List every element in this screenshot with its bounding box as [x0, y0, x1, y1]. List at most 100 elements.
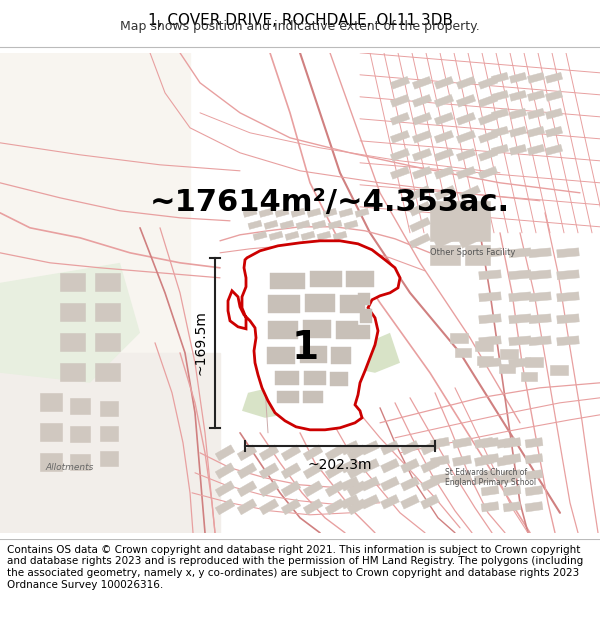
Bar: [291, 208, 305, 217]
Bar: [412, 94, 431, 107]
Bar: [341, 494, 359, 509]
Bar: [40, 422, 62, 441]
Bar: [529, 314, 551, 324]
Bar: [479, 358, 502, 367]
Bar: [303, 320, 331, 338]
Bar: [391, 149, 410, 161]
Bar: [457, 149, 476, 161]
Bar: [481, 438, 499, 448]
Bar: [281, 445, 301, 461]
Text: St Edwards Church of
England Primary School: St Edwards Church of England Primary Sch…: [445, 468, 536, 488]
Bar: [509, 126, 527, 138]
Bar: [215, 445, 235, 461]
Bar: [330, 372, 348, 386]
Bar: [460, 201, 481, 216]
Bar: [70, 454, 90, 470]
Bar: [496, 438, 515, 448]
Bar: [361, 441, 379, 455]
Bar: [430, 245, 460, 265]
Bar: [275, 208, 289, 217]
Bar: [248, 220, 262, 229]
Bar: [100, 426, 118, 441]
Bar: [496, 473, 515, 484]
Bar: [478, 166, 497, 179]
Text: 1, COVER DRIVE, ROCHDALE, OL11 3DB: 1, COVER DRIVE, ROCHDALE, OL11 3DB: [148, 13, 452, 28]
Bar: [545, 126, 563, 138]
Bar: [253, 231, 267, 241]
Bar: [509, 270, 532, 280]
Bar: [361, 477, 379, 491]
Text: 1: 1: [292, 329, 319, 367]
Bar: [281, 463, 301, 479]
Bar: [503, 454, 521, 464]
Bar: [477, 356, 493, 365]
Bar: [40, 393, 62, 411]
Bar: [264, 220, 278, 229]
Bar: [303, 499, 323, 515]
Text: ~169.5m: ~169.5m: [193, 311, 207, 375]
Bar: [452, 438, 472, 448]
Bar: [452, 473, 472, 484]
Polygon shape: [350, 332, 400, 372]
Polygon shape: [228, 241, 400, 430]
Bar: [70, 426, 90, 442]
Bar: [509, 314, 532, 324]
Bar: [259, 463, 279, 479]
Bar: [391, 131, 410, 143]
Bar: [412, 149, 431, 161]
Bar: [323, 208, 337, 217]
Bar: [391, 112, 410, 125]
Bar: [434, 201, 455, 216]
Bar: [237, 463, 257, 479]
Bar: [325, 445, 345, 461]
Bar: [301, 231, 315, 241]
Bar: [380, 477, 400, 491]
Bar: [478, 149, 497, 161]
Bar: [409, 186, 431, 200]
Bar: [269, 231, 283, 241]
Bar: [434, 149, 454, 161]
Bar: [457, 131, 476, 143]
Bar: [509, 292, 532, 302]
Text: Map shows position and indicative extent of the property.: Map shows position and indicative extent…: [120, 20, 480, 32]
Bar: [525, 486, 543, 496]
Bar: [509, 248, 532, 258]
Bar: [491, 91, 509, 101]
Bar: [557, 270, 580, 280]
Bar: [409, 201, 431, 216]
Bar: [347, 463, 367, 479]
Bar: [341, 477, 359, 491]
Bar: [60, 362, 85, 381]
Bar: [268, 295, 300, 312]
Bar: [503, 438, 521, 448]
Bar: [481, 502, 499, 512]
Bar: [215, 499, 235, 515]
Bar: [434, 233, 455, 248]
Bar: [460, 186, 481, 200]
Bar: [344, 220, 358, 229]
Bar: [478, 94, 497, 107]
Bar: [430, 201, 490, 241]
Bar: [499, 364, 515, 372]
Bar: [434, 131, 454, 143]
Bar: [545, 72, 563, 83]
Bar: [237, 445, 257, 461]
Bar: [509, 72, 527, 83]
Bar: [307, 208, 321, 217]
Bar: [529, 336, 551, 346]
Bar: [380, 441, 400, 455]
Bar: [237, 481, 257, 497]
Bar: [412, 166, 431, 179]
Bar: [401, 459, 419, 473]
Bar: [457, 76, 476, 89]
Bar: [380, 494, 400, 509]
Bar: [491, 144, 509, 155]
Bar: [430, 473, 449, 484]
Bar: [478, 131, 497, 143]
Bar: [496, 455, 515, 466]
Bar: [434, 217, 455, 232]
Bar: [305, 294, 335, 312]
Bar: [259, 208, 273, 217]
Bar: [259, 481, 279, 497]
Bar: [479, 270, 502, 280]
